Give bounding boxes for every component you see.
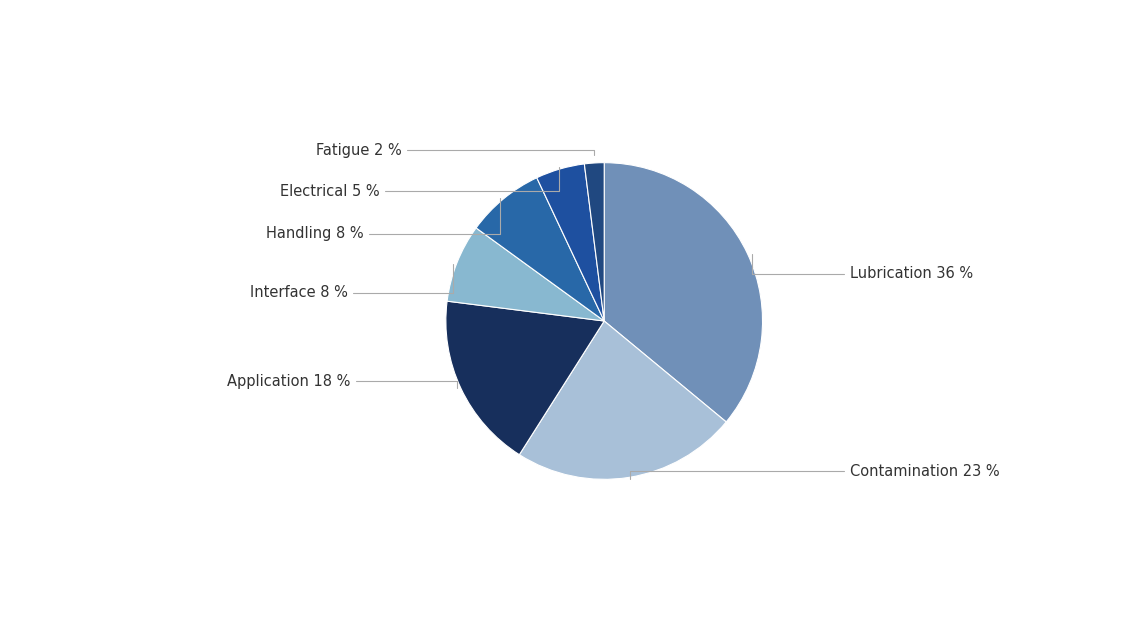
Text: Interface 8 %: Interface 8 % (250, 264, 453, 300)
Text: Contamination 23 %: Contamination 23 % (629, 464, 1000, 480)
Text: Lubrication 36 %: Lubrication 36 % (751, 254, 972, 281)
Wedge shape (604, 162, 763, 422)
Text: Handling 8 %: Handling 8 % (266, 198, 500, 241)
Wedge shape (585, 162, 604, 321)
Text: Application 18 %: Application 18 % (228, 374, 457, 388)
Wedge shape (447, 228, 604, 321)
Wedge shape (537, 164, 604, 321)
Text: Fatigue 2 %: Fatigue 2 % (316, 143, 594, 157)
Wedge shape (446, 301, 604, 455)
Text: Electrical 5 %: Electrical 5 % (279, 167, 559, 198)
Wedge shape (520, 321, 726, 480)
Wedge shape (477, 178, 604, 321)
